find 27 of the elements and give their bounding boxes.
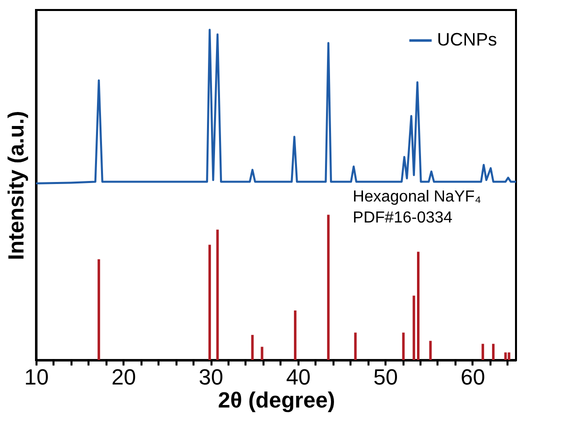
x-tick-label: 30 — [198, 364, 224, 390]
bar — [260, 346, 264, 360]
x-tick-label: 10 — [24, 364, 49, 390]
bar — [508, 352, 510, 360]
x-tick-label: 60 — [460, 364, 486, 390]
bar — [251, 334, 254, 360]
x-tick-label: 40 — [286, 364, 311, 390]
bar — [294, 310, 296, 360]
bar — [412, 296, 416, 360]
x-axis-title: 2θ (degree) — [218, 388, 336, 412]
bar — [492, 344, 495, 360]
legend-label: UCNPs — [437, 30, 498, 50]
bar — [504, 352, 507, 360]
x-tick-label: 50 — [373, 364, 398, 390]
bar — [417, 252, 420, 360]
bar — [327, 214, 330, 360]
annotation: Hexagonal NaYF₄ — [352, 188, 482, 206]
bar — [482, 344, 484, 360]
bar — [208, 244, 211, 360]
annotation: PDF#16-0334 — [352, 210, 453, 226]
bar — [429, 340, 432, 360]
bar — [402, 332, 405, 360]
x-tick-label: 20 — [112, 364, 136, 390]
bar — [98, 259, 100, 360]
y-axis-title: Intensity (a.u.) — [4, 110, 28, 260]
bar — [354, 332, 357, 360]
bar — [216, 230, 219, 360]
